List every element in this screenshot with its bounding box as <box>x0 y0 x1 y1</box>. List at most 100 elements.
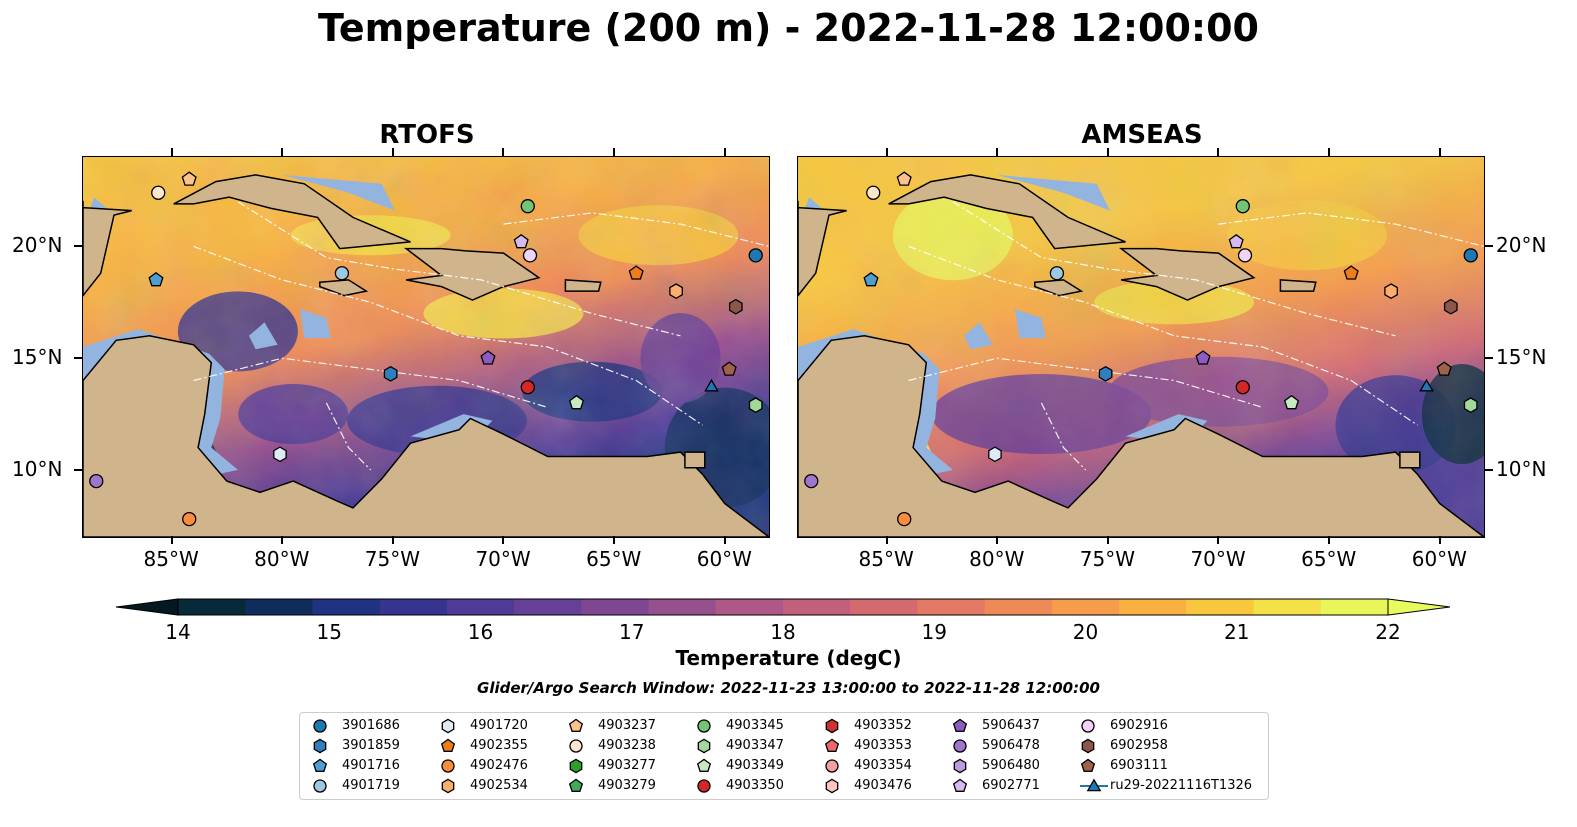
legend-symbol <box>953 758 967 774</box>
colorbar-segment <box>446 599 515 615</box>
search-window-text: Glider/Argo Search Window: 2022-11-23 13… <box>477 679 1100 697</box>
eez-boundary <box>1218 212 1484 247</box>
shallow-shelf <box>964 322 993 350</box>
lon-tick-mark-top <box>281 148 284 156</box>
lon-tick-mark <box>1217 536 1220 544</box>
legend-label: 4902534 <box>470 778 528 793</box>
land-mass <box>1399 451 1421 469</box>
platform-marker-6902916 <box>522 248 538 263</box>
platform-marker-4903347 <box>1463 397 1478 414</box>
platform-marker-5906478 <box>804 473 819 489</box>
lon-tick-label: 80°W <box>254 547 310 571</box>
panel-title-rtofs: RTOFS <box>379 120 475 150</box>
platform-marker-5906478 <box>89 473 104 489</box>
lon-tick-mark-top <box>1217 148 1220 156</box>
colorbar-segment <box>850 599 918 615</box>
platform-marker-4901720 <box>273 446 287 463</box>
colorbar-tick-label: 21 <box>1224 620 1250 644</box>
legend-marker-icon <box>1081 738 1095 754</box>
legend-label: 4903476 <box>854 778 912 793</box>
map-amseas[interactable] <box>797 156 1485 538</box>
lat-tick-mark <box>74 357 82 360</box>
colorbar-segment <box>648 599 717 615</box>
legend-marker-icon <box>952 718 968 732</box>
colorbar-segment <box>245 599 313 615</box>
eez-boundary <box>193 357 548 408</box>
lon-tick-mark-top <box>885 148 888 156</box>
land-mass <box>798 200 847 297</box>
lon-tick-label: 85°W <box>858 547 914 571</box>
lon-tick-mark-top <box>1106 148 1109 156</box>
lon-tick-mark-top <box>502 148 505 156</box>
legend-symbol <box>441 718 455 734</box>
platform-marker-4903349 <box>568 394 585 410</box>
legend-symbol <box>825 778 839 794</box>
platform-marker-4903238 <box>151 185 166 200</box>
lon-tick-mark <box>502 536 505 544</box>
shallow-shelf <box>299 309 331 339</box>
colorbar-segment <box>917 599 986 615</box>
panel-title-amseas: AMSEAS <box>1081 120 1203 150</box>
land-mass <box>798 335 1484 537</box>
shallow-shelf <box>249 322 278 350</box>
legend-marker-icon <box>696 758 712 772</box>
lat-tick-label: 15°N <box>12 345 63 370</box>
lon-tick-label: 70°W <box>475 547 531 571</box>
lat-tick-mark <box>1485 245 1493 248</box>
legend-marker-icon <box>441 778 455 794</box>
legend-label: 4901720 <box>470 718 528 733</box>
lon-tick-mark <box>281 536 284 544</box>
platform-marker-4901716 <box>148 271 164 287</box>
lat-tick-label: 10°N <box>12 456 63 481</box>
legend-marker-icon <box>313 738 327 754</box>
colorbar-segment <box>312 599 381 615</box>
lat-tick-mark <box>74 245 82 248</box>
legend-marker-icon <box>825 778 839 794</box>
legend-marker-icon <box>312 758 328 772</box>
eez-boundary <box>193 245 703 426</box>
lon-tick-mark <box>1106 536 1109 544</box>
legend-marker-icon <box>568 718 584 732</box>
colorbar-label: Temperature (degC) <box>675 646 902 670</box>
legend-label: 5906480 <box>982 758 1040 773</box>
platform-marker-4902355 <box>1343 265 1359 280</box>
platform-marker-4903345 <box>520 199 535 214</box>
lon-tick-mark <box>996 536 999 544</box>
legend-symbol <box>313 719 327 733</box>
legend-symbol <box>953 739 967 753</box>
colorbar-tick-label: 16 <box>467 620 494 644</box>
colorbar-segment <box>178 599 246 615</box>
legend-marker-icon <box>825 718 839 734</box>
colorbar-segment <box>1186 599 1255 615</box>
legend-marker-icon <box>313 779 327 793</box>
lon-tick-label: 70°W <box>1190 547 1246 571</box>
eez-boundary <box>908 357 1263 408</box>
platform-marker-4903345 <box>1235 199 1250 214</box>
legend-label: 4902355 <box>470 738 528 753</box>
platform-marker-4903349 <box>1283 394 1300 410</box>
legend-label: 4903277 <box>598 758 656 773</box>
colorbar-over-arrow <box>1387 598 1451 616</box>
legend-label: 5906437 <box>982 718 1040 733</box>
platform-marker-ru29-20221116T1326 <box>1419 378 1434 392</box>
eez-boundary <box>1040 402 1087 471</box>
legend-label: 4903238 <box>598 738 656 753</box>
platform-marker-3901686 <box>748 248 763 263</box>
legend-symbol <box>1080 758 1096 772</box>
legend-label: 4903349 <box>726 758 784 773</box>
colorbar-under-arrow <box>116 598 179 616</box>
map-rtofs[interactable] <box>82 156 770 538</box>
legend-symbol <box>313 779 327 793</box>
colorbar-segment <box>379 599 448 615</box>
legend-marker-icon <box>1081 719 1095 733</box>
lon-tick-mark <box>885 536 888 544</box>
legend-symbol <box>1081 719 1095 733</box>
legend-marker-icon <box>697 738 711 754</box>
lon-tick-label: 75°W <box>364 547 421 571</box>
platform-marker-3901859 <box>383 365 398 382</box>
legend-symbol <box>312 758 328 772</box>
platform-marker-4902476 <box>897 511 912 527</box>
platform-marker-6903111 <box>1436 361 1452 376</box>
legend-symbol <box>440 738 456 752</box>
legend-symbol <box>697 738 711 754</box>
